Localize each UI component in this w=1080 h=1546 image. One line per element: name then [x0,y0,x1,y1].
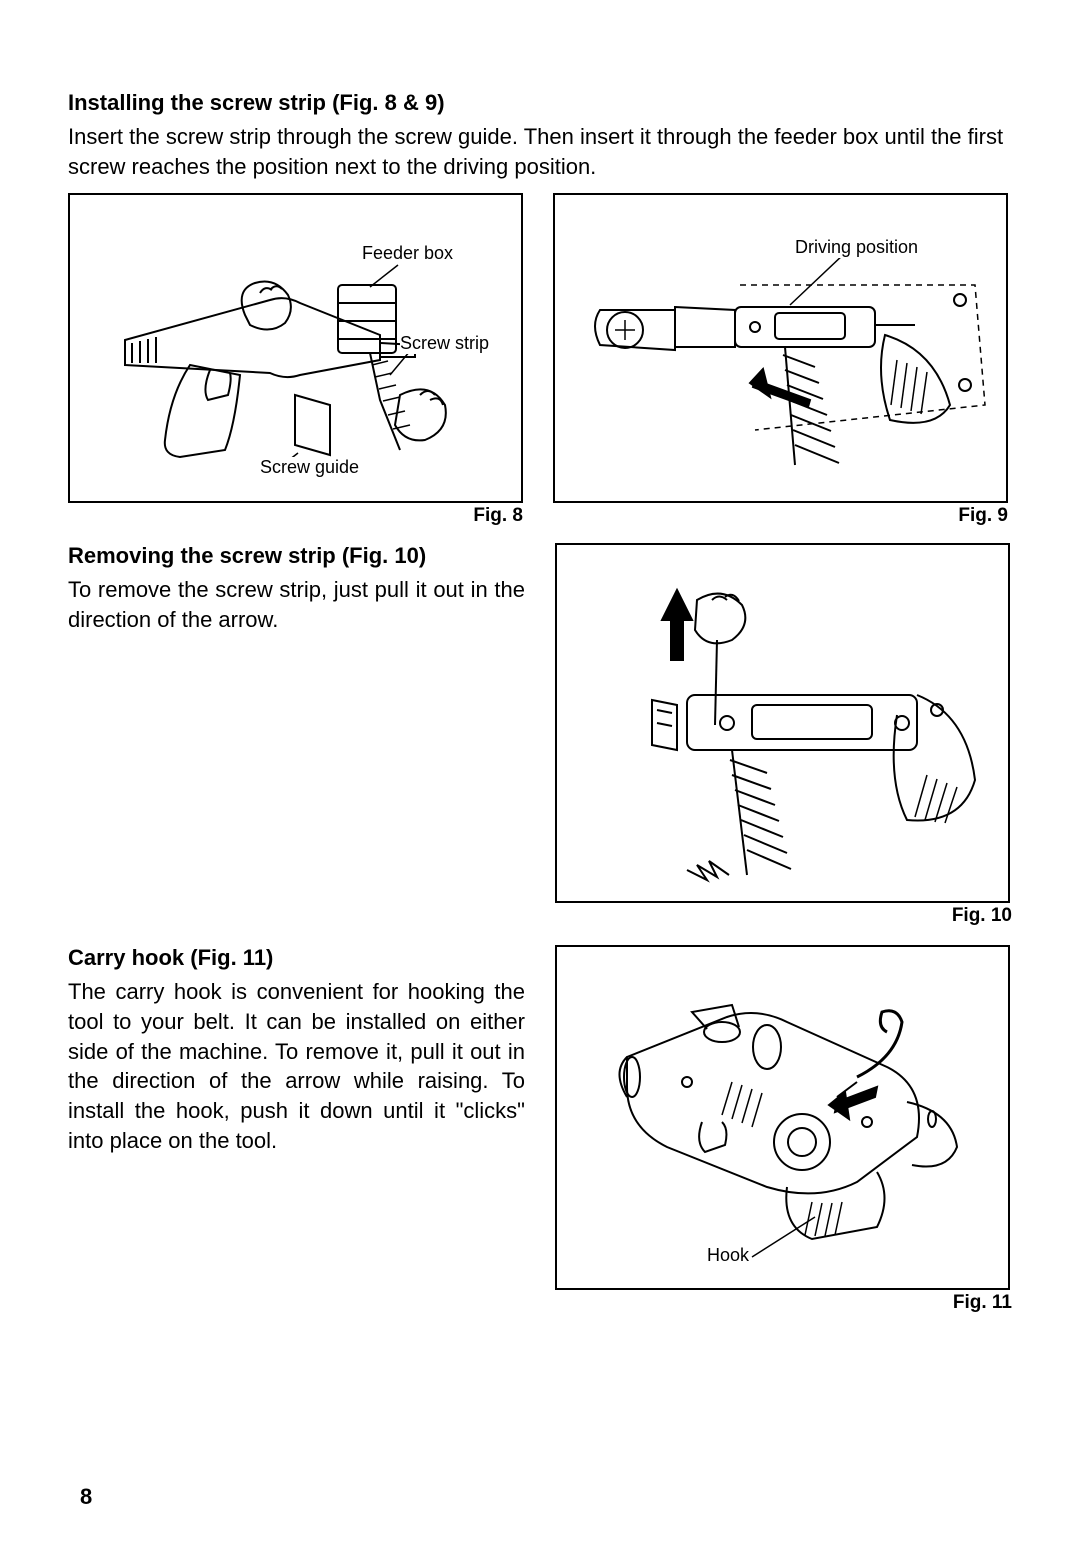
section3-row: Carry hook (Fig. 11) The carry hook is c… [68,945,1012,1314]
fig8-box: Feeder box Screw strip Screw guide [68,193,523,503]
section3-text: Carry hook (Fig. 11) The carry hook is c… [68,945,525,1314]
fig10-caption: Fig. 10 [555,905,1012,927]
fig10-wrapper: Fig. 10 [555,543,1012,927]
fig8-wrapper: Feeder box Screw strip Screw guide Fig. … [68,193,523,527]
section2-text: Removing the screw strip (Fig. 10) To re… [68,543,525,927]
fig11-box: Hook [555,945,1010,1290]
fig11-caption: Fig. 11 [555,1292,1012,1314]
page-number: 8 [80,1484,92,1510]
section1-body: Insert the screw strip through the screw… [68,122,1012,181]
fig10-box [555,543,1010,903]
fig8-label-guide: Screw guide [260,457,359,478]
section3-title: Carry hook (Fig. 11) [68,945,525,971]
fig10-illustration [557,545,1010,903]
fig9-wrapper: Driving position Fig. 9 [553,193,1008,527]
fig8-caption: Fig. 8 [68,505,523,527]
section2-body: To remove the screw strip, just pull it … [68,575,525,634]
fig11-label-hook: Hook [707,1245,749,1266]
fig8-label-feeder: Feeder box [362,243,453,264]
fig8-label-strip: Screw strip [400,333,489,354]
fig9-caption: Fig. 9 [553,505,1008,527]
fig9-label-driving: Driving position [795,237,918,258]
fig9-box: Driving position [553,193,1008,503]
fig11-wrapper: Hook Fig. 11 [555,945,1012,1314]
section2-row: Removing the screw strip (Fig. 10) To re… [68,543,1012,927]
figures-row-1: Feeder box Screw strip Screw guide Fig. … [68,193,1012,527]
fig11-illustration [557,947,1010,1290]
section2-title: Removing the screw strip (Fig. 10) [68,543,525,569]
section3-body: The carry hook is convenient for hooking… [68,977,525,1155]
section-installing: Installing the screw strip (Fig. 8 & 9) … [68,90,1012,181]
fig9-illustration [555,195,1008,503]
section1-title: Installing the screw strip (Fig. 8 & 9) [68,90,1012,116]
